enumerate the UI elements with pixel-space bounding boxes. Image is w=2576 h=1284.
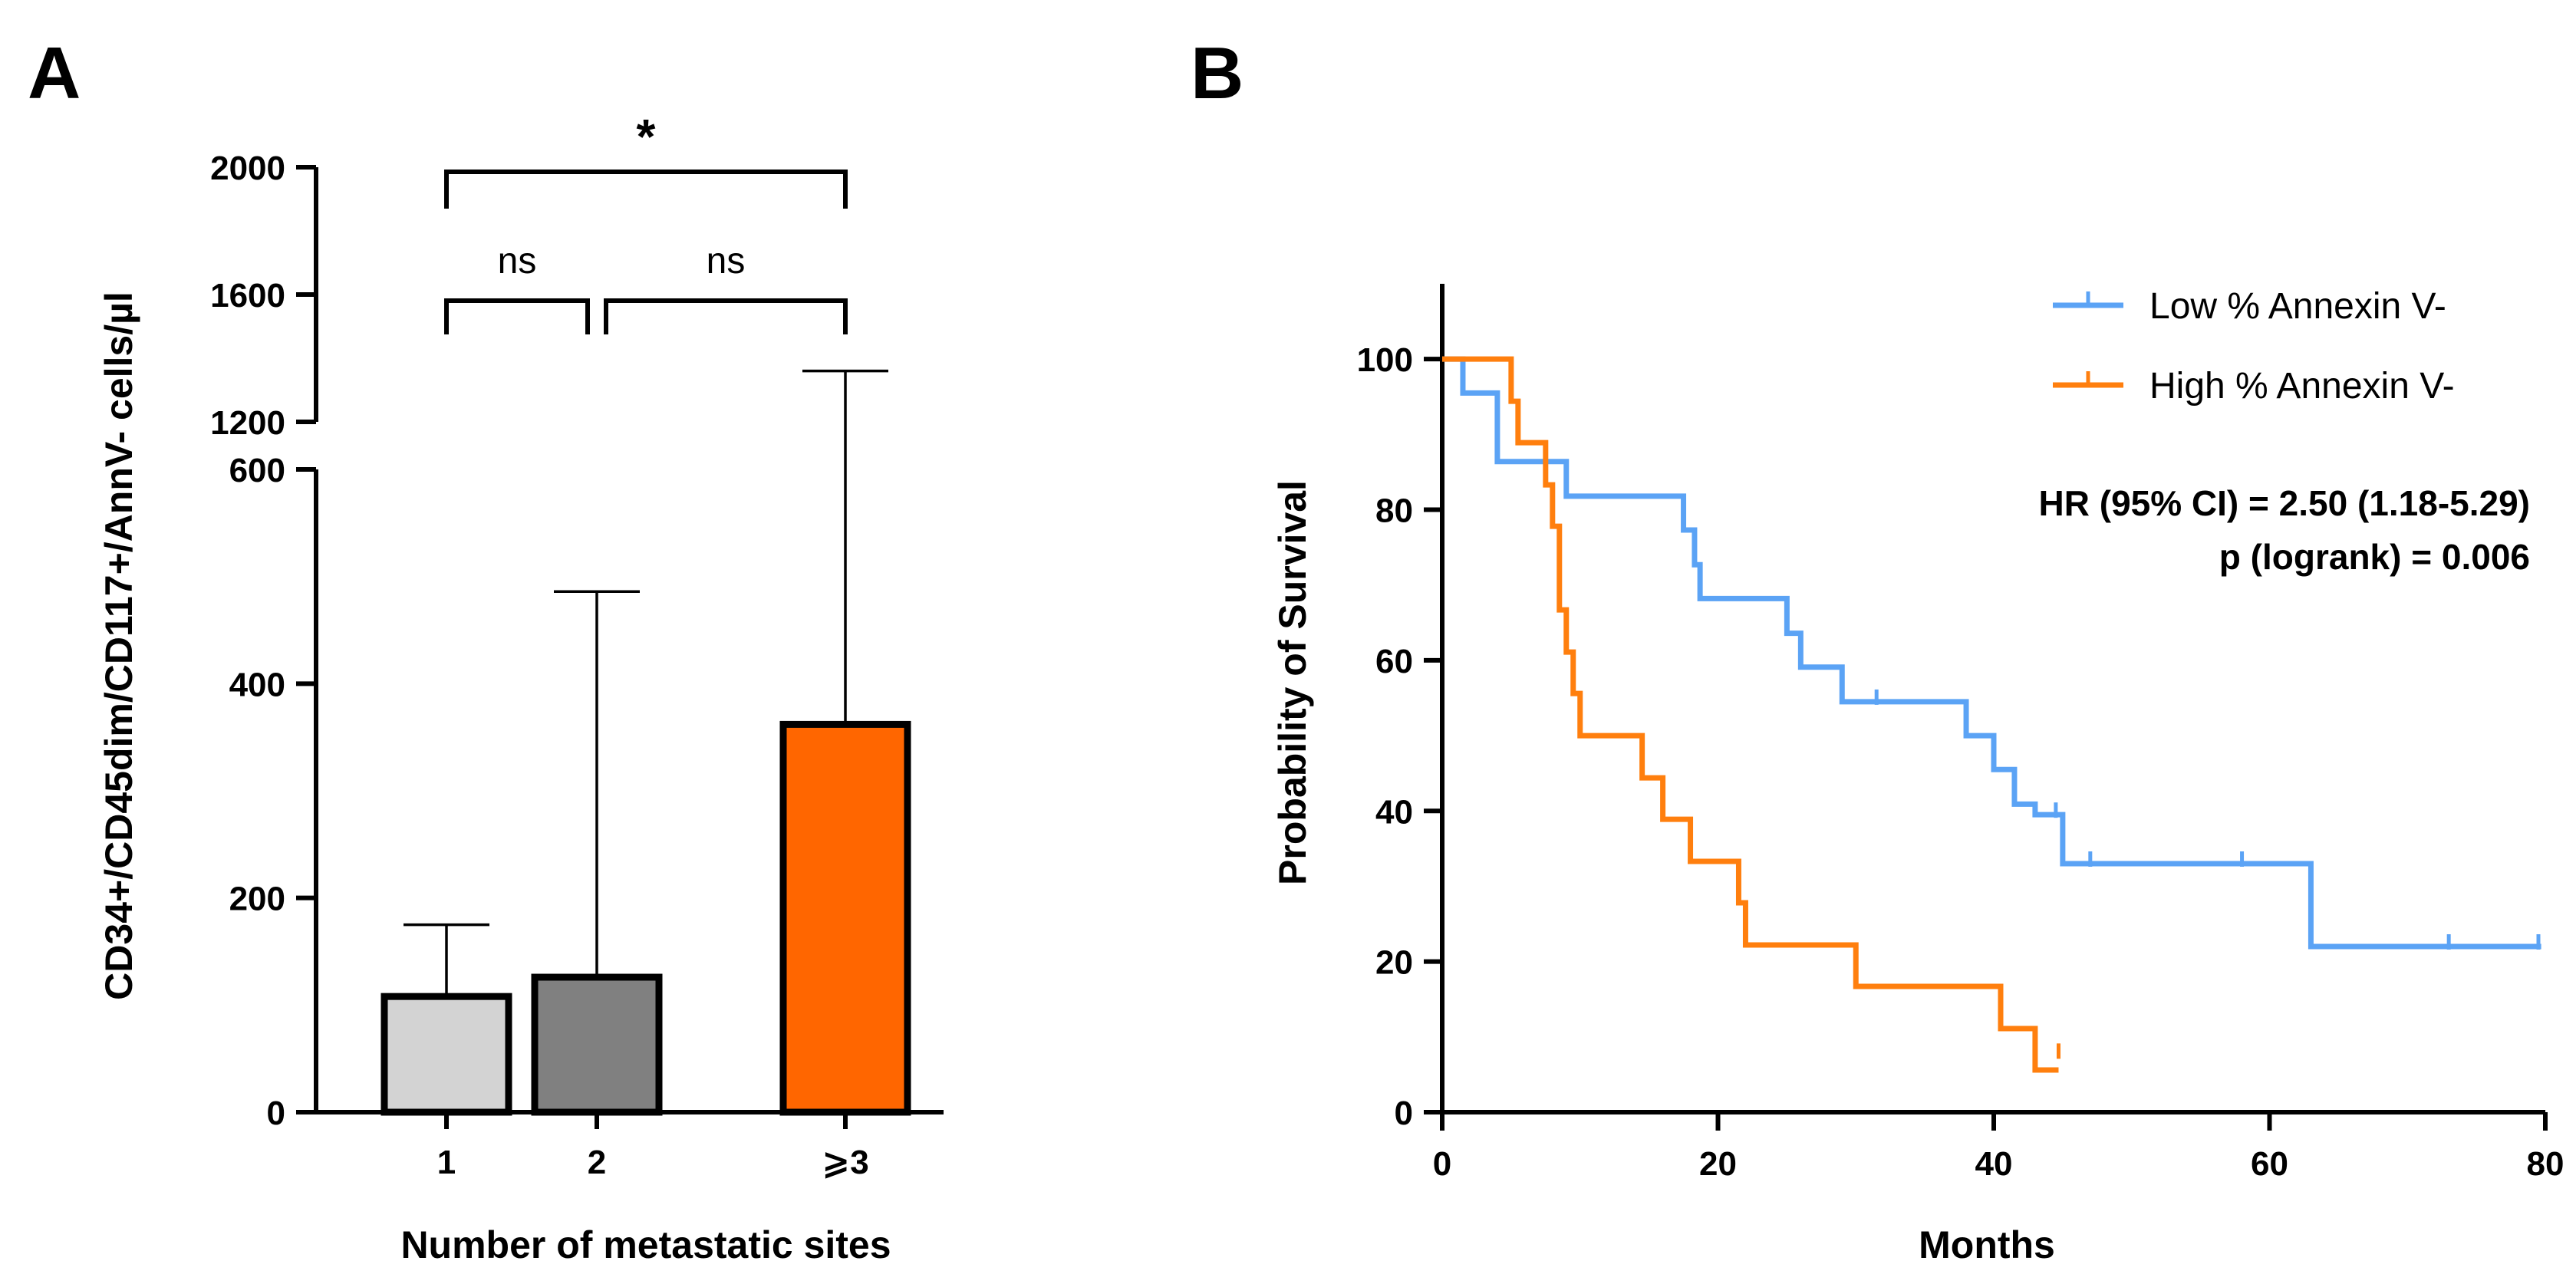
panel-label-b: B — [1191, 32, 1244, 114]
significance-label: ns — [707, 241, 746, 281]
hazard-ratio-annotation: HR (95% CI) = 2.50 (1.18-5.29) — [2039, 483, 2530, 523]
x-tick-label: 0 — [1433, 1145, 1451, 1183]
bar-3 — [779, 720, 911, 1116]
significance-bracket — [604, 298, 848, 334]
x-tick-label: 1 — [437, 1144, 456, 1181]
y-tick-label: 100 — [1357, 341, 1413, 379]
legend-label: Low % Annexin V- — [2149, 286, 2446, 327]
y-tick-label: 2000 — [210, 150, 285, 187]
logrank-p-annotation: p (logrank) = 0.006 — [2219, 537, 2530, 577]
x-tick-label: 2 — [588, 1144, 606, 1181]
bar-group — [380, 720, 911, 1116]
y-tick-label: 60 — [1375, 643, 1413, 680]
x-tick-label: 20 — [1699, 1145, 1737, 1183]
bar-chart-y-axis: 0 200 400 600 1200 1600 2000 — [210, 150, 944, 1132]
survival-curves — [1442, 356, 2541, 1073]
significance-brackets: ns ns * — [444, 109, 848, 334]
error-bar-group — [404, 369, 888, 997]
y-tick-label: 1200 — [210, 404, 285, 442]
bar-chart-panel: 0 200 400 600 1200 1600 2000 1 2 ⩾3 ns ns * Number… — [97, 109, 944, 1266]
survival-chart-panel: 0 20 40 60 80 100 0 20 40 60 80 Low % Annexin V- Hi… — [1271, 284, 2564, 1266]
significance-label: ns — [498, 241, 537, 281]
x-tick-label: 80 — [2527, 1145, 2564, 1183]
survival-chart-axes: 0 20 40 60 80 100 0 20 40 60 80 — [1357, 284, 2564, 1183]
survival-y-axis-title: Probability of Survival — [1271, 480, 1314, 885]
x-tick-label: 60 — [2251, 1145, 2288, 1183]
survival-legend: Low % Annexin V- High % Annexin V- — [2053, 286, 2455, 407]
x-tick-label: 40 — [1975, 1145, 2013, 1183]
bar-1 — [380, 993, 512, 1116]
significance-bracket — [444, 170, 848, 209]
survival-curve-high — [1442, 356, 2059, 1073]
panel-label-a: A — [28, 32, 81, 114]
x-tick-label: ⩾3 — [822, 1144, 868, 1181]
significance-label: * — [637, 109, 656, 164]
survival-curve-low — [1442, 356, 2541, 950]
y-tick-label: 80 — [1375, 492, 1413, 530]
y-tick-label: 0 — [267, 1095, 285, 1132]
y-tick-label: 200 — [229, 881, 285, 918]
y-tick-label: 20 — [1375, 944, 1413, 982]
significance-bracket — [444, 298, 590, 334]
bar-2 — [531, 973, 663, 1116]
y-tick-label: 600 — [229, 452, 285, 489]
y-tick-label: 0 — [1395, 1095, 1413, 1132]
bar-chart-x-axis-title: Number of metastatic sites — [400, 1223, 891, 1266]
legend-label: High % Annexin V- — [2149, 366, 2455, 407]
bar-chart-x-ticks: 1 2 ⩾3 — [437, 1112, 869, 1181]
y-tick-label: 1600 — [210, 277, 285, 314]
y-tick-label: 400 — [229, 666, 285, 703]
y-tick-label: 40 — [1375, 793, 1413, 831]
survival-x-axis-title: Months — [1919, 1223, 2055, 1266]
bar-chart-y-axis-title: CD34+/CD45dim/CD117+/AnnV- cells/µl — [97, 291, 140, 1000]
